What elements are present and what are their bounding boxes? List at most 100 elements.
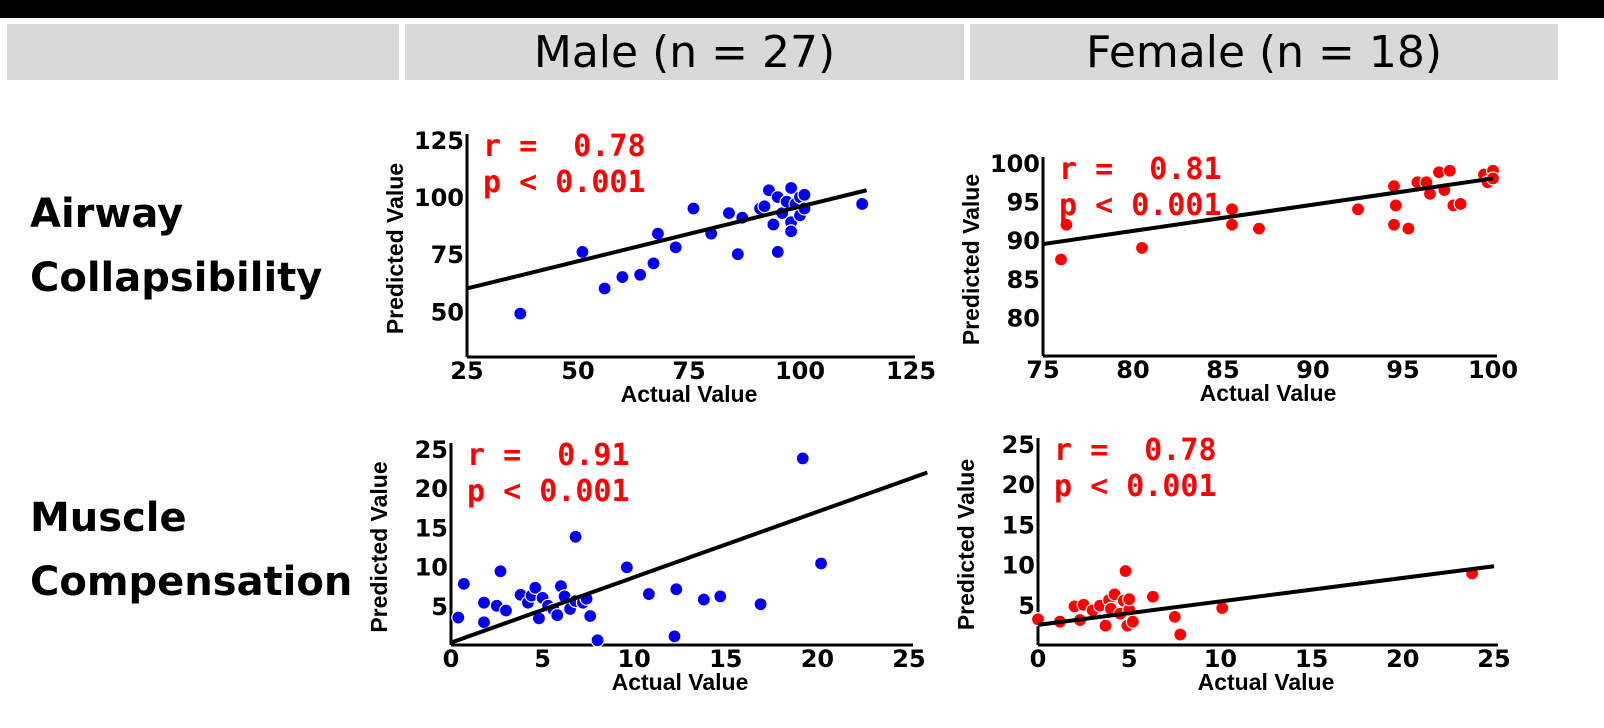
row-label-airway-line2: Collapsibility [30,255,323,301]
data-point [597,281,612,296]
x-tick-label: 10 [617,645,650,673]
x-tick-label: 5 [534,645,551,673]
data-point [513,306,528,321]
y-tick-label: 75 [431,241,464,269]
data-point [493,564,508,579]
row-label-airway: Airway Collapsibility [30,182,322,310]
x-tick-label: 0 [1030,645,1047,673]
data-point [1125,614,1140,629]
header-empty-cell [7,24,399,80]
data-point [633,267,648,282]
regression-line [1042,176,1494,247]
y-tick-label: 100 [414,184,464,212]
data-point [795,451,810,466]
x-axis-label: Actual Value [621,381,758,407]
data-point [730,247,745,262]
data-point [1173,627,1188,642]
data-point [1053,252,1069,267]
row-label-muscle: Muscle Compensation [30,486,352,614]
data-point [1118,563,1133,579]
x-tick-label: 75 [672,357,705,385]
y-tick-label: 10 [1002,552,1035,580]
data-point [590,633,605,648]
figure-panel: Male (n = 27) Female (n = 18) Airway Col… [0,18,1604,728]
data-point [1059,217,1074,232]
x-tick-label: 75 [1026,356,1059,384]
y-tick-label: 80 [1007,304,1040,332]
header-male: Male (n = 27) [405,24,964,80]
y-tick-label: 85 [1007,266,1040,294]
x-tick-label: 15 [709,645,742,673]
data-point [766,217,781,232]
y-tick-label: 5 [431,593,448,621]
data-point [784,224,799,239]
data-point [686,201,701,216]
y-axis-label: Predicted Value [958,174,984,345]
p-value-label: p < 0.001 [483,165,646,200]
x-tick-label: 20 [1386,645,1419,673]
data-point [1251,221,1267,236]
data-point [1167,609,1182,624]
data-point [1401,221,1416,236]
x-tick-label: 100 [775,357,825,385]
y-tick-label: 10 [415,554,448,582]
y-tick-label: 50 [431,298,464,326]
row-label-airway-line1: Airway [30,191,184,237]
data-point [528,580,543,595]
y-tick-label: 15 [415,514,448,542]
x-tick-label: 80 [1116,356,1149,384]
data-point [641,586,656,602]
r-value-label: r = 0.78 [483,129,646,164]
x-axis-label: Actual Value [1200,380,1337,406]
data-point [757,199,772,214]
x-tick-label: 15 [1295,645,1328,673]
x-axis-label: Actual Value [1198,669,1335,695]
x-tick-label: 25 [450,357,483,385]
data-point [451,610,466,625]
data-point [615,269,630,285]
y-tick-label: 125 [414,127,464,155]
data-point [1350,202,1366,217]
p-value-label: p < 0.001 [1054,469,1217,504]
data-point [1453,196,1468,212]
y-tick-label: 90 [1007,227,1040,255]
data-point [813,556,829,571]
data-point [550,608,565,623]
y-tick-label: 15 [1002,511,1035,539]
data-point [456,576,471,591]
r-value-label: r = 0.91 [467,438,630,473]
data-point [1122,592,1137,607]
data-point [1442,163,1457,178]
r-value-label: r = 0.81 [1059,152,1222,187]
data-point [583,608,598,624]
x-tick-label: 85 [1206,356,1239,384]
data-point [1145,589,1161,604]
regression-line [450,470,928,645]
x-tick-label: 90 [1296,356,1329,384]
x-tick-label: 25 [1477,645,1510,673]
data-point [669,582,684,597]
p-value-label: p < 0.001 [1059,188,1222,223]
y-tick-label: 25 [1002,431,1035,459]
y-axis-label: Predicted Value [382,163,408,334]
x-tick-label: 10 [1204,645,1237,673]
data-point [770,244,785,260]
data-point [696,592,711,607]
data-point [667,629,682,644]
data-point [668,240,683,255]
data-point [646,256,661,271]
data-point [721,205,737,221]
x-tick-label: 95 [1386,356,1419,384]
x-axis-label: Actual Value [612,669,749,695]
y-tick-label: 5 [1018,592,1035,620]
x-tick-label: 20 [801,645,834,673]
data-point [1386,217,1402,232]
y-axis-label: Predicted Value [953,459,979,630]
y-tick-label: 100 [990,150,1040,178]
